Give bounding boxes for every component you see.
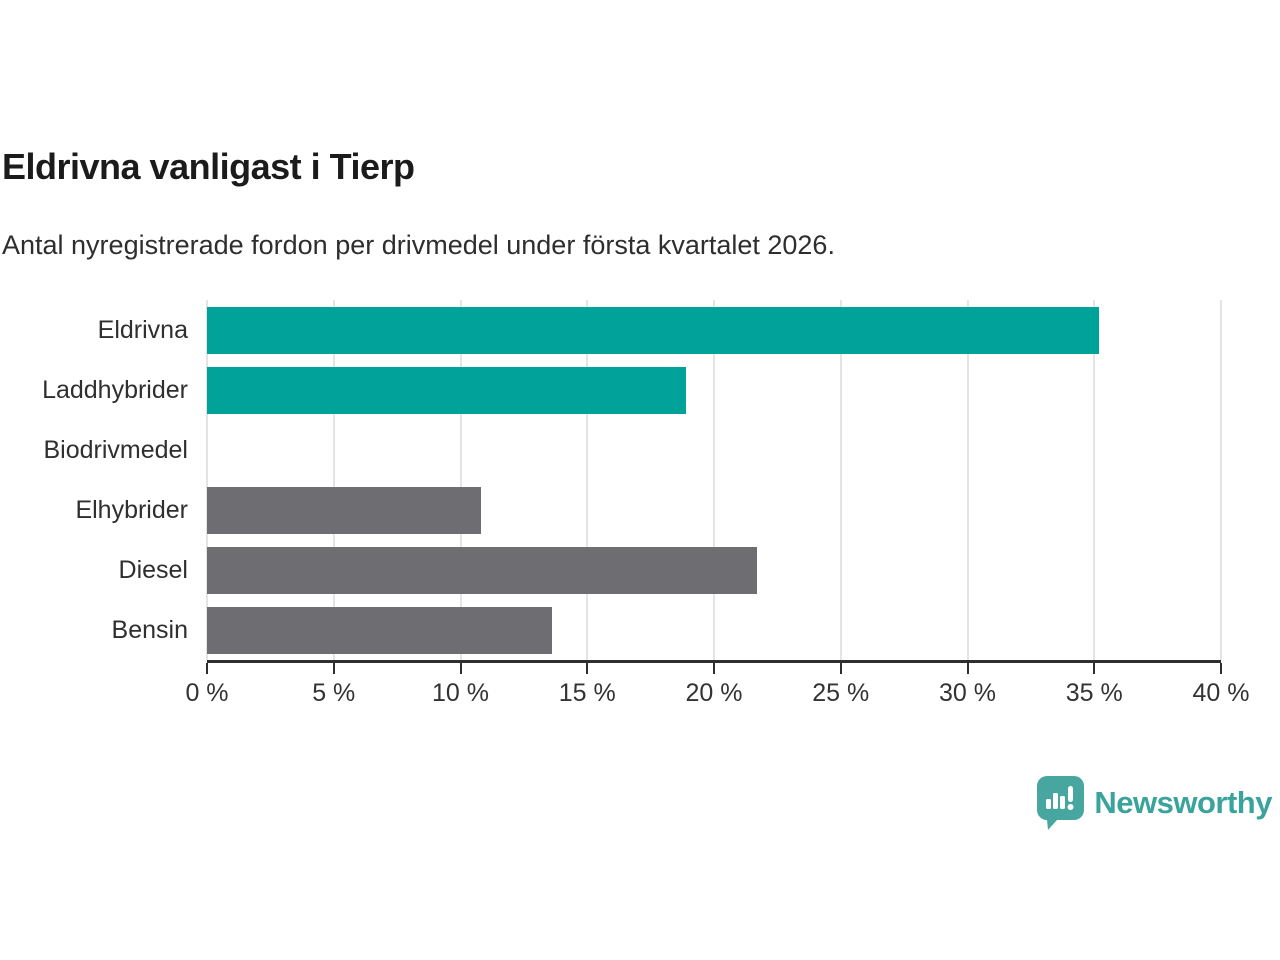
axis-tick-label: 15 % [558, 679, 616, 707]
category-label: Diesel [118, 555, 188, 584]
bar-eldrivna [207, 306, 1100, 354]
axis-tick [206, 663, 208, 674]
axis-tick [459, 663, 462, 674]
gridline [332, 300, 335, 660]
axis-tick-label: 25 % [812, 679, 870, 707]
bar-track [207, 306, 1221, 354]
bar-track [207, 366, 1221, 414]
x-axis: 0 % 5 % 10 % 15 % 20 % 25 % 30 % 35 % 40 % [185, 660, 1249, 713]
axis-tick-label: 0 % [185, 679, 229, 707]
axis-tick [839, 663, 842, 674]
axis-tick-label: 35 % [1065, 679, 1123, 707]
gridline [1220, 300, 1222, 660]
axis-tick [1220, 663, 1222, 674]
chart-row: Biodrivmedel [0, 420, 1221, 480]
bar-elhybrider [207, 486, 481, 534]
chart-row: Diesel [0, 540, 1221, 600]
chart-title: Eldrivna vanligast i Tierp [2, 146, 415, 187]
bar-track [207, 486, 1221, 534]
gridline [586, 300, 589, 660]
category-label: Biodrivmedel [43, 435, 188, 464]
gridline [966, 300, 969, 660]
chart-row: Laddhybrider [0, 360, 1221, 420]
bar-diesel [207, 546, 758, 594]
bar-bensin [207, 606, 552, 654]
chart-subtitle: Antal nyregistrerade fordon per drivmede… [2, 230, 835, 260]
axis-tick-label: 40 % [1192, 679, 1250, 707]
axis-tick-label: 10 % [432, 679, 489, 707]
category-label: Eldrivna [97, 315, 188, 344]
axis-tick [966, 663, 969, 674]
brand-footer: Newsworthy [1037, 776, 1272, 830]
newsworthy-logo-icon [1037, 776, 1085, 830]
axis-tick [332, 663, 335, 674]
gridline [459, 300, 462, 660]
gridline [1093, 300, 1096, 660]
bar-laddhybrider [207, 366, 687, 414]
bar-track [207, 427, 1221, 474]
gridline [206, 300, 208, 660]
axis-tick-label: 20 % [685, 679, 743, 707]
gridline [839, 300, 842, 660]
bar-chart: Eldrivna Laddhybrider Biodrivmedel Elhybrid… [0, 300, 1280, 707]
category-label: Elhybrider [75, 495, 188, 524]
brand-name: Newsworthy [1094, 785, 1272, 820]
axis-tick [713, 663, 715, 674]
axis-tick [586, 663, 589, 674]
bar-track [207, 546, 1221, 594]
axis-tick-label: 30 % [939, 679, 996, 707]
gridline [713, 300, 715, 660]
chart-row: Eldrivna [0, 300, 1221, 360]
category-label: Laddhybrider [42, 375, 188, 404]
bar-track [207, 606, 1221, 654]
axis-tick-label: 5 % [312, 679, 356, 707]
axis-tick [1093, 663, 1096, 674]
chart-row: Elhybrider [0, 480, 1221, 540]
category-label: Bensin [111, 615, 188, 644]
grid-layer [206, 300, 1222, 660]
chart-rows: Eldrivna Laddhybrider Biodrivmedel Elhybrid… [0, 300, 1221, 660]
chart-row: Bensin [0, 600, 1221, 660]
